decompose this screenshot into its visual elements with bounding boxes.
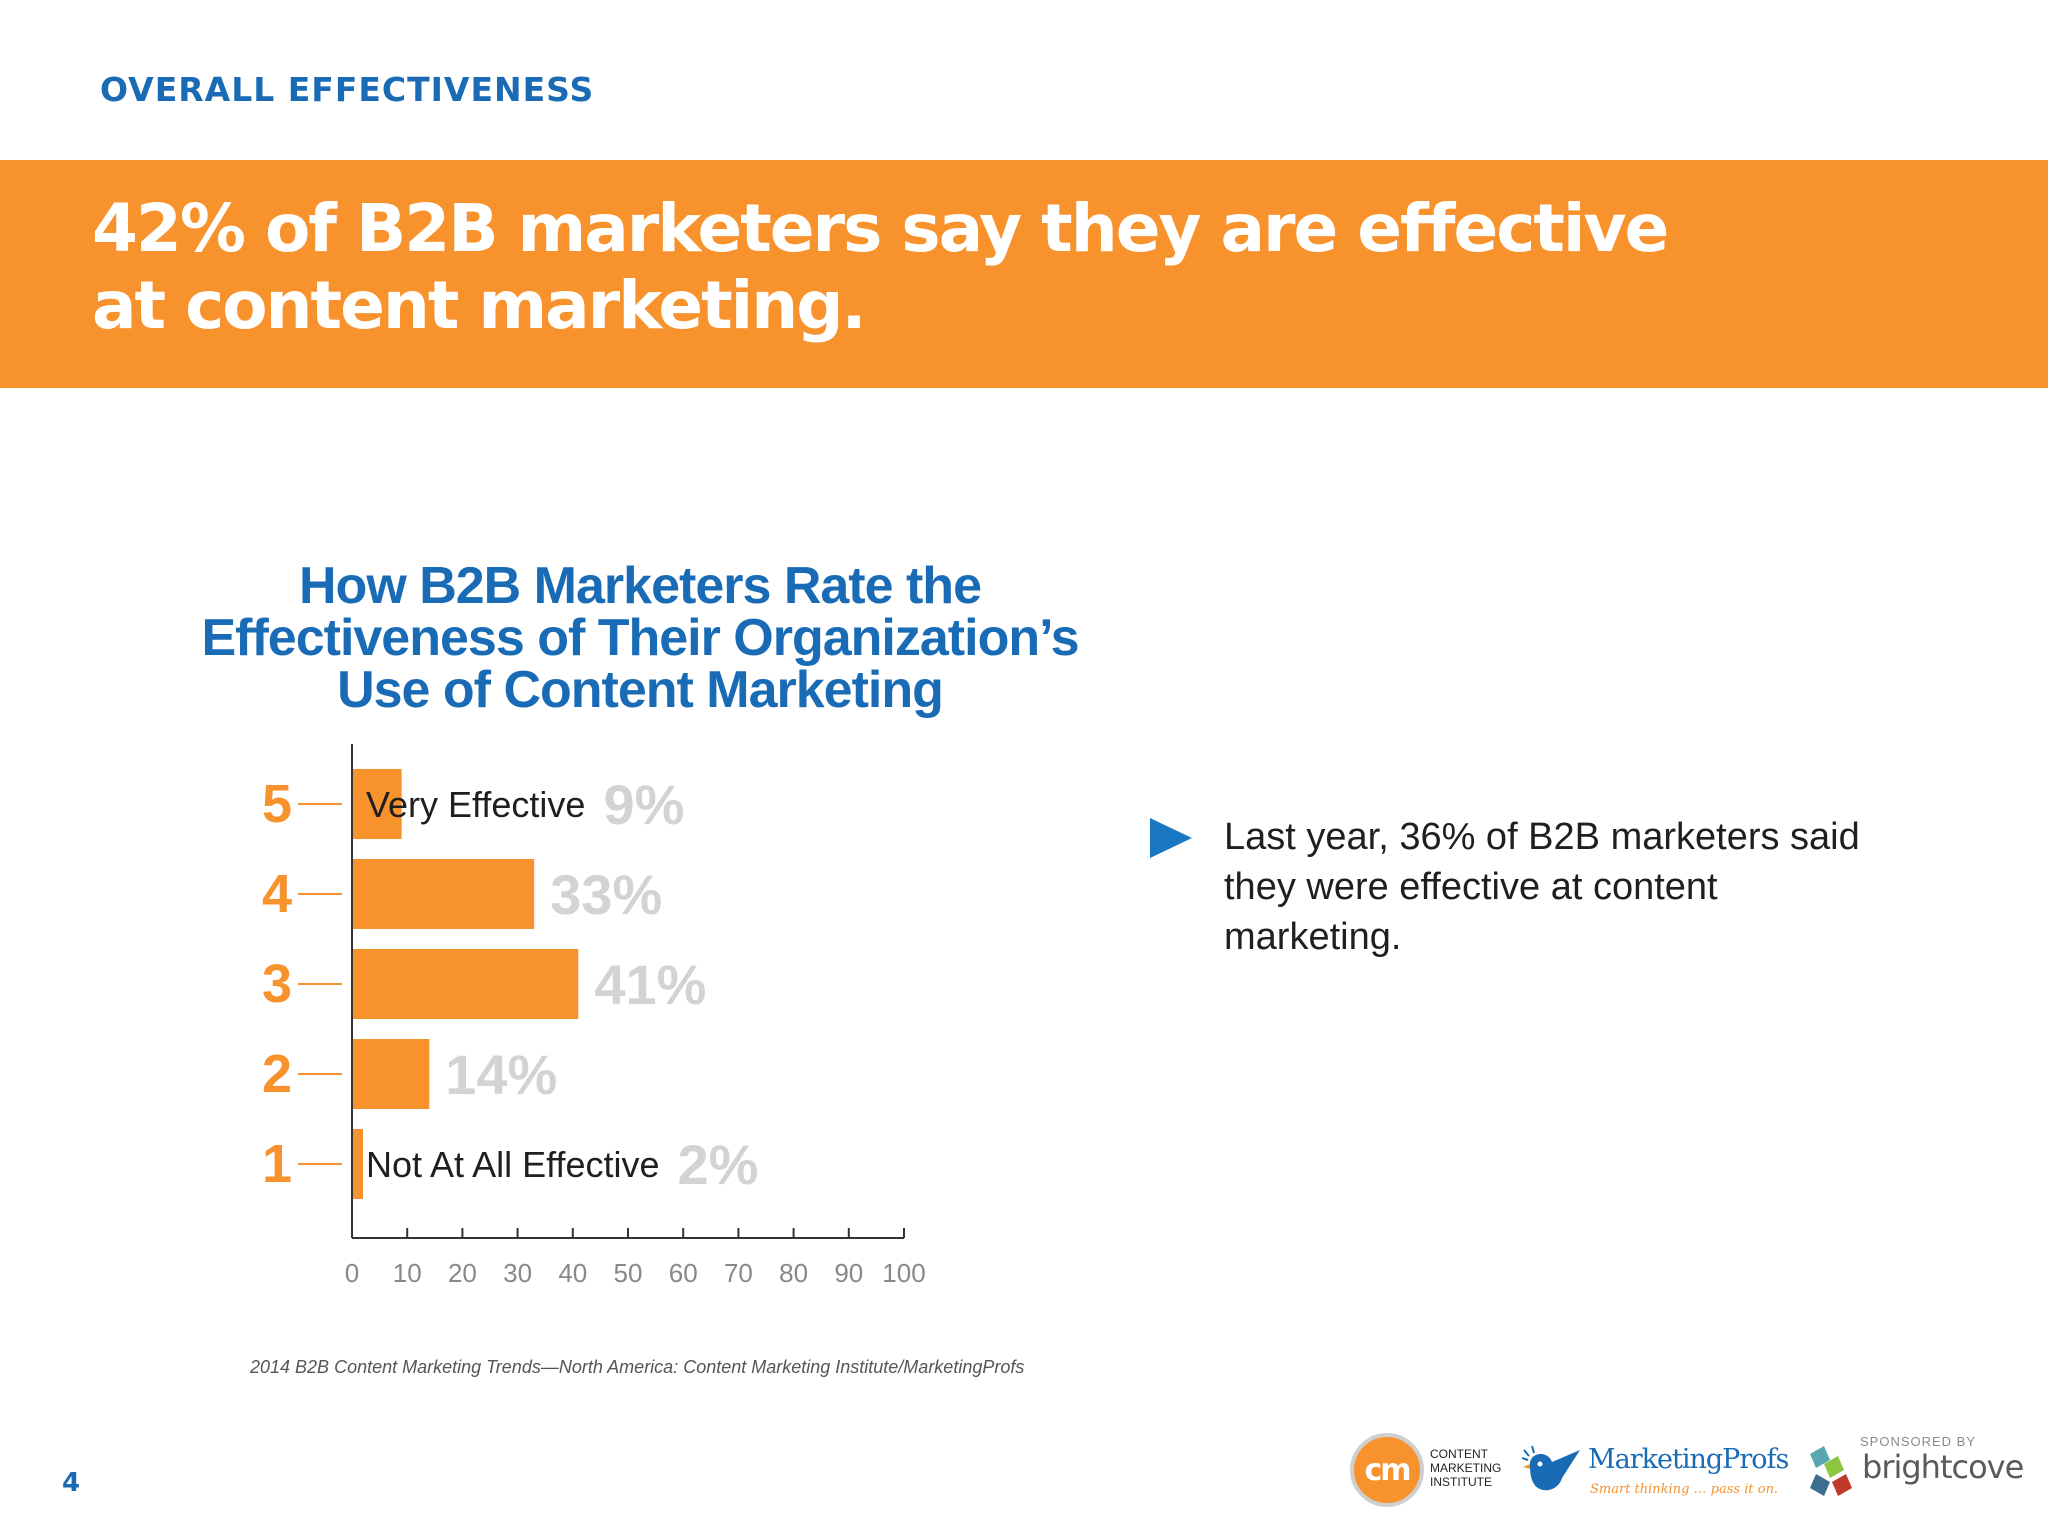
page-number: 4 (62, 1468, 81, 1498)
cmi-logo-text: CONTENT MARKETING INSTITUTE (1430, 1447, 1502, 1489)
bar (352, 1129, 364, 1199)
x-tick-label: 80 (779, 1258, 808, 1288)
x-tick-label: 10 (393, 1258, 422, 1288)
cmi-logo-icon: cm (1350, 1433, 1424, 1507)
headline: 42% of B2B marketers say they are effect… (92, 190, 1792, 344)
chart-title-line-2: Effectiveness of Their Organization’s (201, 609, 1079, 667)
x-tick-label: 100 (882, 1258, 925, 1288)
bar (352, 859, 535, 929)
chart-title-line-1: How B2B Marketers Rate the (299, 557, 982, 615)
triangle-right-icon (1150, 818, 1192, 858)
x-tick-label: 20 (448, 1258, 477, 1288)
x-tick-label: 0 (345, 1258, 359, 1288)
section-label: OVERALL EFFECTIVENESS (100, 70, 595, 109)
content-marketing-institute-logo: cm CONTENT MARKETING INSTITUTE (1350, 1433, 1502, 1513)
brightcove-cube-icon (1810, 1446, 1852, 1496)
chart-title: How B2B Marketers Rate the Effectiveness… (160, 560, 1120, 716)
x-tick-label: 90 (834, 1258, 863, 1288)
x-tick-label: 40 (558, 1258, 587, 1288)
headline-line-2: at content marketing. (92, 267, 867, 344)
category-label: 3 (262, 954, 292, 1014)
bar (352, 949, 579, 1019)
value-label: 9% (603, 773, 684, 836)
value-label: 2% (677, 1133, 758, 1196)
bar (352, 1039, 430, 1109)
callout-text: Last year, 36% of B2B marketers said the… (1224, 816, 1860, 958)
category-label: 5 (262, 774, 292, 834)
x-tick-label: 60 (669, 1258, 698, 1288)
headline-line-1: 42% of B2B marketers say they are effect… (92, 190, 1669, 267)
bc-logo-name: brightcove (1862, 1448, 2024, 1486)
x-tick-label: 70 (724, 1258, 753, 1288)
mp-logo-tagline: Smart thinking … pass it on. (1590, 1482, 1779, 1497)
value-label: 14% (445, 1043, 557, 1106)
x-tick-label: 30 (503, 1258, 532, 1288)
marketingprofs-logo: MarketingProfs Smart thinking … pass it … (1522, 1444, 1792, 1504)
headline-banner: 42% of B2B marketers say they are effect… (0, 160, 2048, 388)
category-label: 2 (262, 1044, 292, 1104)
value-label: 33% (550, 863, 662, 926)
x-tick-label: 50 (614, 1258, 643, 1288)
source-citation: 2014 B2B Content Marketing Trends—North … (250, 1357, 1025, 1377)
value-label: 41% (594, 953, 706, 1016)
chart-title-line-3: Use of Content Marketing (337, 661, 944, 719)
cmi-logo-mark: cm (1364, 1452, 1411, 1488)
brightcove-logo: brightcove (1806, 1446, 2026, 1506)
bird-icon (1522, 1445, 1580, 1491)
bar (352, 769, 402, 839)
category-label: 4 (262, 864, 292, 924)
bar-annotation: Very Effective (366, 784, 585, 825)
category-label: 1 (262, 1134, 292, 1194)
mp-logo-name: MarketingProfs (1588, 1444, 1789, 1475)
sponsor-label: SPONSORED BY (1860, 1434, 1977, 1449)
bar-annotation: Not At All Effective (366, 1144, 659, 1185)
